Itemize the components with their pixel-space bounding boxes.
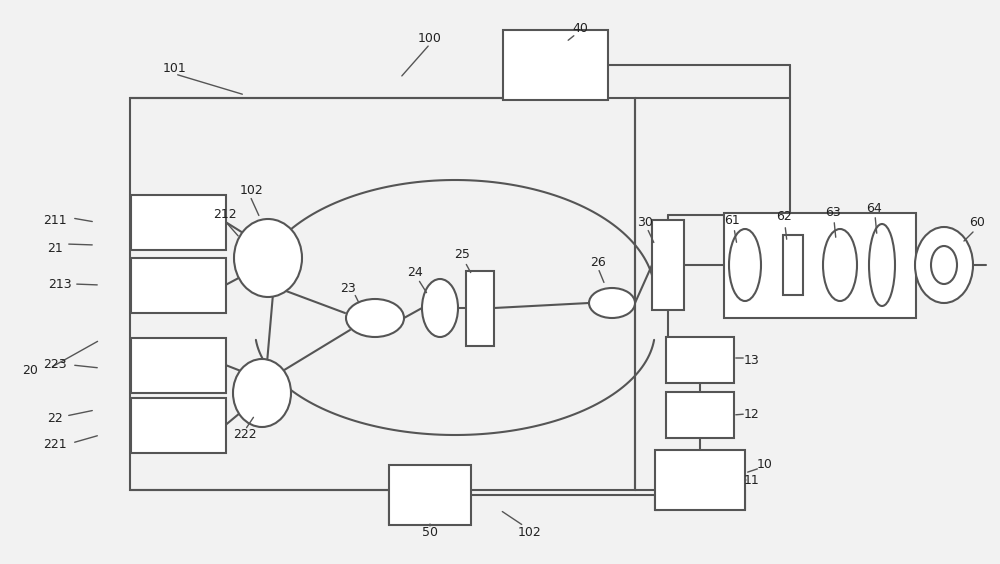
Ellipse shape: [233, 359, 291, 427]
Text: 213: 213: [48, 279, 72, 292]
Bar: [466, 271, 494, 346]
Bar: [130, 98, 635, 490]
Text: 61: 61: [724, 214, 740, 227]
Ellipse shape: [729, 229, 761, 301]
Bar: [130, 398, 226, 452]
Bar: [130, 337, 226, 393]
Ellipse shape: [823, 229, 857, 301]
Text: 223: 223: [43, 359, 67, 372]
Bar: [666, 392, 734, 438]
Text: 11: 11: [744, 474, 760, 487]
Bar: [655, 450, 745, 510]
Ellipse shape: [234, 219, 302, 297]
Text: 102: 102: [518, 526, 542, 539]
Text: 26: 26: [590, 257, 606, 270]
Text: 25: 25: [454, 249, 470, 262]
Text: 101: 101: [163, 61, 187, 74]
Text: 62: 62: [776, 210, 792, 223]
Bar: [130, 258, 226, 312]
Bar: [652, 220, 684, 310]
Text: 22: 22: [47, 412, 63, 425]
Text: 12: 12: [744, 408, 760, 421]
Text: 23: 23: [340, 281, 356, 294]
Text: 100: 100: [418, 32, 442, 45]
Text: 13: 13: [744, 354, 760, 367]
Text: 30: 30: [637, 215, 653, 228]
Bar: [666, 337, 734, 383]
Text: 63: 63: [825, 206, 841, 219]
Bar: [724, 213, 916, 318]
Text: 64: 64: [866, 201, 882, 214]
Bar: [503, 30, 608, 100]
Ellipse shape: [422, 279, 458, 337]
Ellipse shape: [589, 288, 635, 318]
Text: 10: 10: [757, 459, 773, 472]
Ellipse shape: [346, 299, 404, 337]
Text: 212: 212: [213, 209, 237, 222]
Text: 211: 211: [43, 214, 67, 227]
Text: 50: 50: [422, 526, 438, 539]
Text: 60: 60: [969, 215, 985, 228]
Text: 20: 20: [22, 364, 38, 377]
Text: 21: 21: [47, 241, 63, 254]
Ellipse shape: [915, 227, 973, 303]
Bar: [783, 235, 803, 295]
Bar: [130, 195, 226, 249]
Text: 102: 102: [240, 183, 264, 196]
Text: 24: 24: [407, 266, 423, 279]
Bar: [389, 465, 471, 525]
Text: 221: 221: [43, 438, 67, 452]
Text: 222: 222: [233, 429, 257, 442]
Text: 40: 40: [572, 21, 588, 34]
Ellipse shape: [869, 224, 895, 306]
